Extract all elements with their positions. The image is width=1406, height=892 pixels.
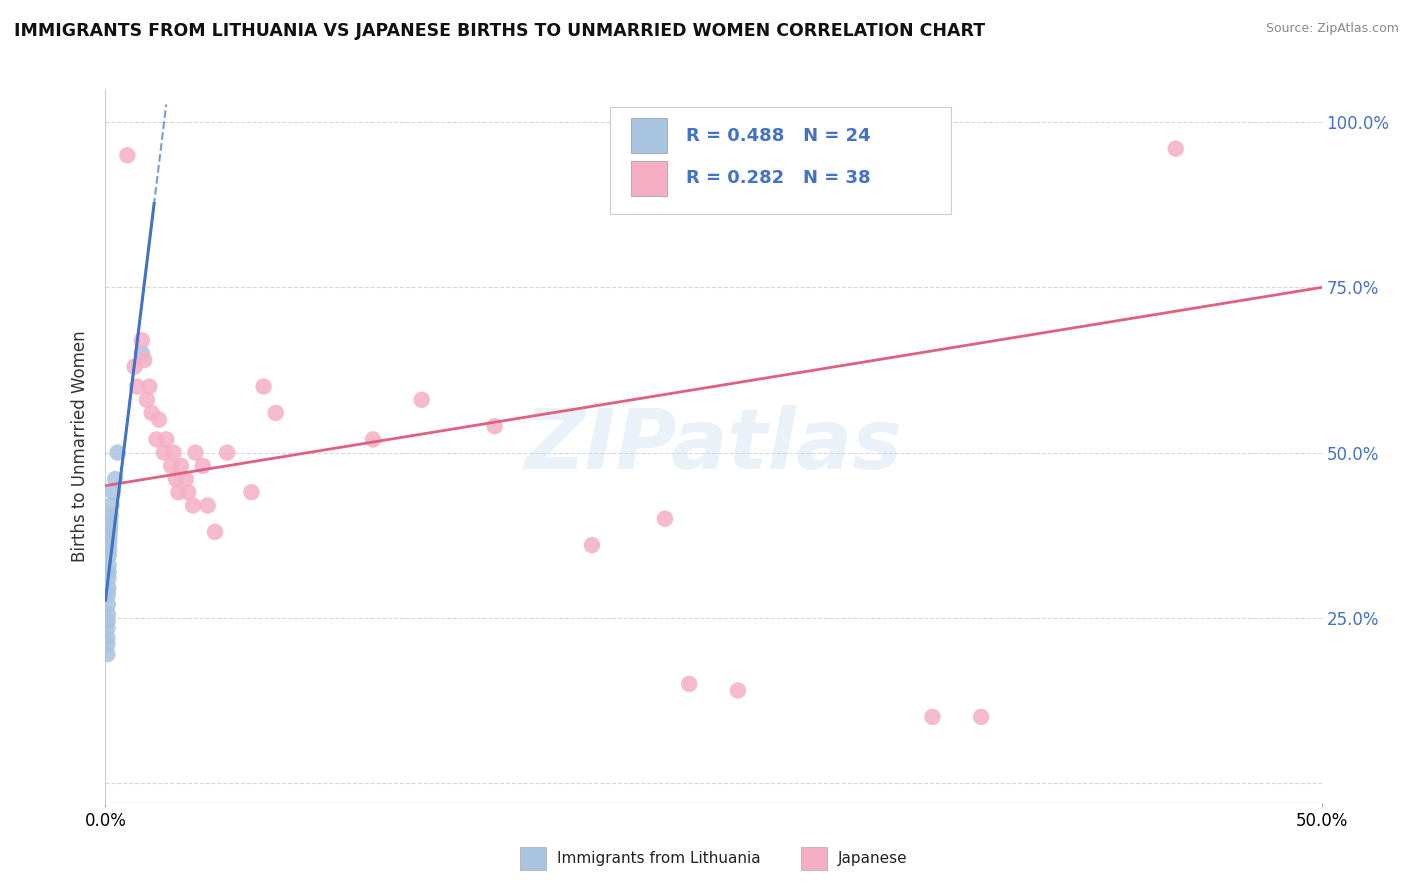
Point <box>100 508 122 523</box>
Point <box>191 458 214 473</box>
Point <box>727 683 749 698</box>
Point <box>921 710 943 724</box>
Bar <box>631 119 668 153</box>
Point <box>204 524 226 539</box>
Point <box>160 458 183 473</box>
Point <box>98 522 121 536</box>
Point <box>135 392 157 407</box>
Point <box>97 565 120 579</box>
Point <box>181 499 204 513</box>
Text: Source: ZipAtlas.com: Source: ZipAtlas.com <box>1265 22 1399 36</box>
Point <box>97 614 120 628</box>
Point <box>484 419 506 434</box>
Point <box>101 485 124 500</box>
Point <box>165 472 187 486</box>
Point <box>98 528 121 542</box>
Point <box>197 499 219 513</box>
Text: R = 0.282   N = 38: R = 0.282 N = 38 <box>686 169 870 187</box>
Y-axis label: Births to Unmarried Women: Births to Unmarried Women <box>72 330 90 562</box>
Point <box>96 631 118 645</box>
Point <box>970 710 993 724</box>
Point <box>124 359 146 374</box>
Point <box>252 379 274 393</box>
Text: Japanese: Japanese <box>838 851 908 865</box>
Point <box>411 392 433 407</box>
Point <box>148 412 170 426</box>
Point <box>654 511 676 525</box>
Point <box>96 637 118 651</box>
Point <box>97 558 120 572</box>
Point <box>177 485 200 500</box>
Text: R = 0.488   N = 24: R = 0.488 N = 24 <box>686 127 870 145</box>
FancyBboxPatch shape <box>610 107 950 214</box>
Point <box>97 598 120 612</box>
Point <box>162 445 184 459</box>
Point <box>678 677 700 691</box>
Point <box>125 379 148 393</box>
Point <box>145 433 167 447</box>
Point <box>98 534 121 549</box>
Point <box>107 445 129 459</box>
Point <box>97 607 120 622</box>
Point <box>174 472 197 486</box>
Point <box>361 433 384 447</box>
Point <box>98 541 121 556</box>
Bar <box>631 161 668 195</box>
Point <box>184 445 207 459</box>
Point <box>97 548 120 562</box>
Text: Immigrants from Lithuania: Immigrants from Lithuania <box>557 851 761 865</box>
Point <box>131 346 153 360</box>
Point <box>141 406 163 420</box>
Point <box>104 472 127 486</box>
Point <box>97 588 120 602</box>
Point <box>98 515 121 529</box>
Point <box>117 148 139 162</box>
Text: ZIPatlas: ZIPatlas <box>524 406 903 486</box>
Point <box>138 379 160 393</box>
Point <box>97 571 120 585</box>
Point <box>96 621 118 635</box>
Point <box>581 538 603 552</box>
Point <box>264 406 287 420</box>
Point <box>131 333 153 347</box>
Point <box>217 445 239 459</box>
Point <box>97 581 120 595</box>
Point <box>100 499 122 513</box>
Text: IMMIGRANTS FROM LITHUANIA VS JAPANESE BIRTHS TO UNMARRIED WOMEN CORRELATION CHAR: IMMIGRANTS FROM LITHUANIA VS JAPANESE BI… <box>14 22 986 40</box>
Point <box>170 458 193 473</box>
Point <box>240 485 263 500</box>
Point <box>1164 142 1187 156</box>
Point <box>155 433 177 447</box>
Point <box>167 485 190 500</box>
Point <box>96 647 118 661</box>
Point <box>153 445 176 459</box>
Point <box>134 353 156 368</box>
